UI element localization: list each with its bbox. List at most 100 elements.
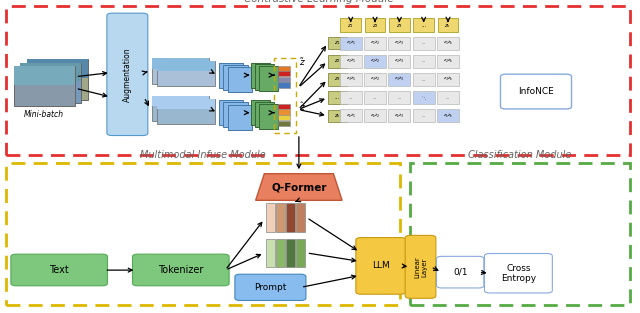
Bar xyxy=(278,71,290,76)
FancyBboxPatch shape xyxy=(11,254,108,286)
Text: 0/1: 0/1 xyxy=(453,268,467,277)
Text: ...: ... xyxy=(446,96,450,100)
Text: Multimodal Infuse Module: Multimodal Infuse Module xyxy=(140,150,266,160)
Bar xyxy=(388,37,410,50)
Text: $z_k\tilde{z}_k$: $z_k\tilde{z}_k$ xyxy=(443,112,453,120)
FancyBboxPatch shape xyxy=(436,256,484,288)
Bar xyxy=(157,61,215,86)
Bar xyxy=(152,96,209,121)
Text: $\tilde{z}_2$: $\tilde{z}_2$ xyxy=(372,21,378,29)
Bar xyxy=(27,59,88,78)
Bar xyxy=(328,91,347,104)
Text: ...: ... xyxy=(421,23,426,28)
Text: $z_k$: $z_k$ xyxy=(333,112,341,120)
Bar xyxy=(364,73,386,86)
Bar xyxy=(389,18,410,32)
FancyBboxPatch shape xyxy=(132,254,229,286)
Text: Linear
Layer: Linear Layer xyxy=(414,256,427,278)
Bar xyxy=(259,104,278,129)
Bar xyxy=(413,18,434,32)
FancyBboxPatch shape xyxy=(235,274,306,300)
Text: ...: ... xyxy=(422,114,426,118)
Bar xyxy=(157,99,215,109)
Text: $\tilde{z}_k$: $\tilde{z}_k$ xyxy=(444,21,452,29)
Bar xyxy=(276,203,285,232)
Text: Text: Text xyxy=(49,265,69,275)
Bar xyxy=(388,73,410,86)
Bar xyxy=(364,37,386,50)
Text: $z_2\tilde{z}_k$: $z_2\tilde{z}_k$ xyxy=(443,58,453,65)
Bar xyxy=(388,55,410,68)
Bar xyxy=(228,67,252,92)
Text: $z_3\tilde{z}_1$: $z_3\tilde{z}_1$ xyxy=(346,76,356,83)
Bar xyxy=(14,66,75,106)
Text: Contrastive Learning Module: Contrastive Learning Module xyxy=(244,0,393,4)
Text: $z_2$: $z_2$ xyxy=(334,57,340,65)
Text: $z_3\tilde{z}_3$: $z_3\tilde{z}_3$ xyxy=(394,76,404,83)
Bar xyxy=(255,64,274,90)
Text: $z_1$: $z_1$ xyxy=(334,39,340,47)
Bar xyxy=(340,91,362,104)
Bar xyxy=(328,73,347,86)
Text: $z_3\tilde{z}_2$: $z_3\tilde{z}_2$ xyxy=(370,76,380,83)
Text: $z_1\tilde{z}_2$: $z_1\tilde{z}_2$ xyxy=(370,39,380,47)
Bar xyxy=(286,203,295,232)
Bar xyxy=(251,100,270,125)
Text: Tokenizer: Tokenizer xyxy=(158,265,204,275)
Bar xyxy=(413,73,435,86)
Bar xyxy=(278,77,290,82)
Bar xyxy=(278,82,290,88)
Bar xyxy=(437,91,459,104)
Bar xyxy=(340,109,362,122)
Bar xyxy=(6,163,400,305)
Text: $z_1\tilde{z}_k$: $z_1\tilde{z}_k$ xyxy=(443,39,453,47)
Bar xyxy=(27,59,88,100)
Text: Classification Module: Classification Module xyxy=(468,150,572,160)
Text: LLM: LLM xyxy=(372,261,390,270)
Text: $z_3$: $z_3$ xyxy=(334,75,340,84)
Text: ...: ... xyxy=(397,96,401,100)
Text: ...: ... xyxy=(373,96,377,100)
Text: $z_1\tilde{z}_1$: $z_1\tilde{z}_1$ xyxy=(346,39,356,47)
FancyBboxPatch shape xyxy=(405,235,436,298)
Text: ...: ... xyxy=(422,59,426,63)
Bar xyxy=(251,63,270,88)
Bar xyxy=(266,239,275,267)
Text: Cross
Entropy: Cross Entropy xyxy=(501,264,536,283)
Bar xyxy=(219,100,243,125)
Bar xyxy=(413,37,435,50)
Bar xyxy=(340,55,362,68)
Bar xyxy=(14,66,75,85)
Text: Augmentation: Augmentation xyxy=(123,47,132,102)
Bar xyxy=(259,66,278,91)
Bar xyxy=(228,105,252,130)
Bar xyxy=(296,203,305,232)
Bar xyxy=(152,58,209,69)
Text: $z_k\tilde{z}_1$: $z_k\tilde{z}_1$ xyxy=(346,112,356,120)
Text: $z_k\tilde{z}_2$: $z_k\tilde{z}_2$ xyxy=(370,112,380,120)
Bar xyxy=(296,239,305,267)
Bar xyxy=(340,18,361,32)
Text: $\tilde{z}$: $\tilde{z}$ xyxy=(299,57,306,69)
Bar xyxy=(437,37,459,50)
Text: ...: ... xyxy=(349,96,353,100)
Bar xyxy=(20,63,81,103)
Text: $z_2\tilde{z}_2$: $z_2\tilde{z}_2$ xyxy=(370,58,380,65)
Text: $\hat{z}$: $\hat{z}$ xyxy=(299,100,306,113)
Text: InfoNCE: InfoNCE xyxy=(518,87,554,96)
Bar xyxy=(20,63,81,81)
Bar xyxy=(328,55,347,68)
Bar xyxy=(364,109,386,122)
Text: Prompt: Prompt xyxy=(254,283,287,292)
Bar xyxy=(340,37,362,50)
Bar xyxy=(6,6,630,155)
Text: $z_k\tilde{z}_3$: $z_k\tilde{z}_3$ xyxy=(394,112,404,120)
Bar xyxy=(328,110,347,122)
Bar xyxy=(388,109,410,122)
Text: ...: ... xyxy=(335,95,340,100)
FancyBboxPatch shape xyxy=(107,13,148,136)
Text: $\tilde{z}_1$: $\tilde{z}_1$ xyxy=(347,21,355,29)
Bar xyxy=(278,109,290,115)
Text: Mini-batch: Mini-batch xyxy=(24,110,63,119)
Text: $\tilde{z}_3$: $\tilde{z}_3$ xyxy=(396,21,403,29)
